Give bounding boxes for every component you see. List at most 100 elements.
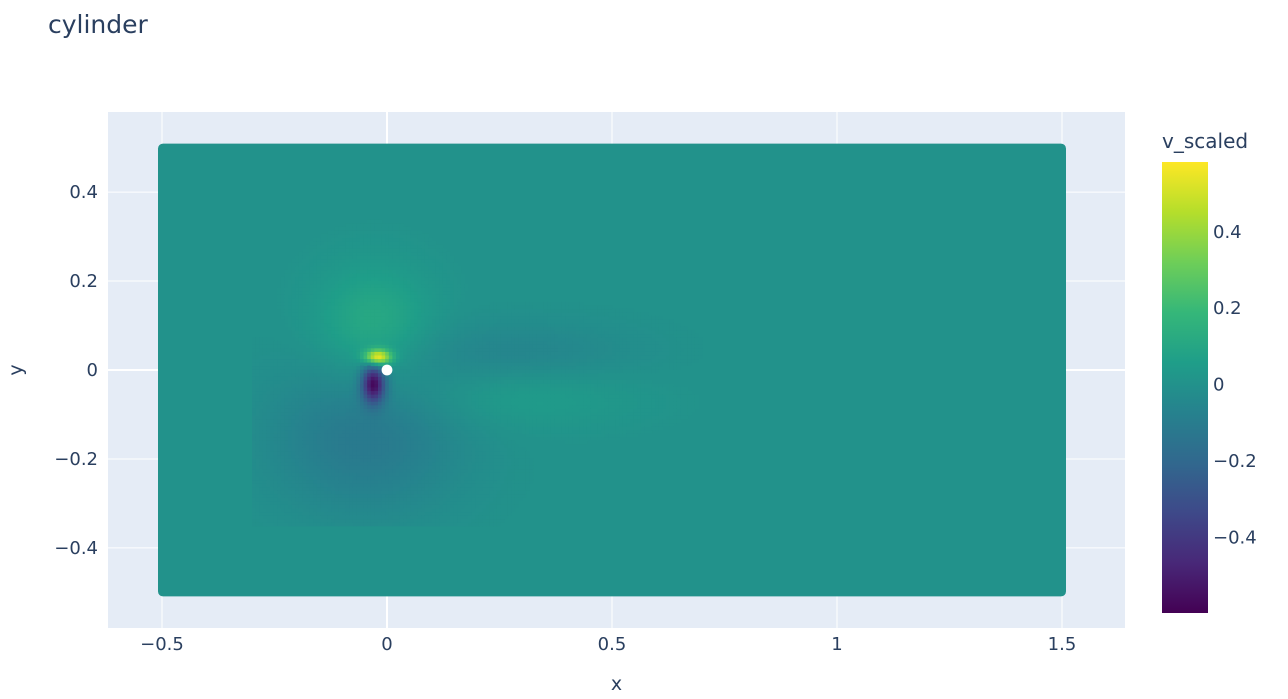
field-cell bbox=[334, 312, 339, 317]
field-cell bbox=[367, 255, 372, 260]
field-cell bbox=[388, 283, 393, 288]
field-cell bbox=[259, 486, 264, 491]
field-cell bbox=[424, 440, 429, 445]
field-cell bbox=[288, 472, 293, 477]
field-cell bbox=[414, 422, 419, 427]
field-cell bbox=[410, 440, 415, 445]
field-cell bbox=[259, 465, 264, 470]
field-cell bbox=[352, 287, 357, 292]
field-cell bbox=[475, 490, 480, 495]
field-cell bbox=[403, 386, 408, 392]
field-cell bbox=[367, 315, 372, 320]
field-cell bbox=[356, 397, 361, 402]
field-cell bbox=[428, 248, 433, 253]
field-cell bbox=[284, 401, 289, 406]
field-cell bbox=[417, 290, 422, 295]
field-cell bbox=[356, 475, 361, 481]
field-cell bbox=[392, 262, 397, 267]
field-cell bbox=[252, 454, 257, 459]
field-cell bbox=[284, 276, 289, 281]
field-cell bbox=[417, 326, 422, 331]
field-cell bbox=[406, 482, 411, 488]
field-cell bbox=[331, 319, 336, 324]
field-cell bbox=[324, 376, 329, 381]
field-cell bbox=[331, 422, 336, 427]
field-cell bbox=[478, 319, 483, 324]
field-cell bbox=[396, 223, 401, 228]
field-cell bbox=[446, 386, 451, 392]
field-cell bbox=[338, 361, 343, 367]
field-cell bbox=[388, 322, 393, 328]
field-cell bbox=[385, 237, 390, 242]
field-cell bbox=[421, 433, 426, 438]
field-cell bbox=[396, 337, 401, 342]
field-cell bbox=[414, 515, 419, 520]
field-cell bbox=[295, 404, 300, 409]
field-cell bbox=[327, 340, 332, 345]
field-cell bbox=[370, 440, 375, 445]
field-cell bbox=[392, 472, 397, 477]
field-cell bbox=[334, 408, 339, 413]
field-cell bbox=[370, 468, 375, 473]
field-cell bbox=[370, 351, 375, 356]
field-cell bbox=[428, 443, 433, 448]
field-cell bbox=[396, 351, 401, 356]
field-cell bbox=[327, 344, 332, 349]
field-cell bbox=[313, 490, 318, 495]
field-cell bbox=[295, 390, 300, 395]
field-cell bbox=[385, 436, 390, 441]
field-cell bbox=[320, 394, 325, 399]
field-cell bbox=[439, 454, 444, 459]
field-cell bbox=[493, 486, 498, 491]
field-cell bbox=[363, 475, 368, 481]
field-cell bbox=[334, 411, 339, 416]
field-cell bbox=[255, 422, 260, 427]
field-cell bbox=[388, 280, 393, 285]
field-cell bbox=[345, 347, 350, 352]
field-cell bbox=[360, 454, 365, 459]
field-cell bbox=[381, 443, 386, 448]
field-cell bbox=[468, 429, 473, 434]
field-cell bbox=[295, 461, 300, 466]
field-cell bbox=[432, 454, 437, 459]
field-cell bbox=[489, 351, 494, 356]
field-cell bbox=[457, 354, 462, 360]
field-cell bbox=[295, 490, 300, 495]
field-cell bbox=[464, 315, 469, 320]
field-cell bbox=[316, 390, 321, 395]
field-cell bbox=[270, 450, 275, 456]
field-cell bbox=[435, 361, 440, 367]
field-cell bbox=[478, 322, 483, 328]
field-cell bbox=[363, 354, 368, 360]
field-cell bbox=[277, 294, 282, 299]
field-cell bbox=[468, 369, 473, 374]
field-cell bbox=[453, 468, 458, 473]
field-cell bbox=[291, 404, 296, 409]
field-cell bbox=[270, 415, 275, 420]
field-cell bbox=[316, 511, 321, 516]
field-cell bbox=[417, 344, 422, 349]
field-cell bbox=[266, 408, 271, 413]
field-cell bbox=[374, 315, 379, 320]
field-cell bbox=[392, 287, 397, 292]
field-cell bbox=[313, 500, 318, 505]
field-cell bbox=[342, 354, 347, 360]
field-cell bbox=[259, 429, 264, 434]
field-cell bbox=[482, 369, 487, 374]
field-cell bbox=[453, 290, 458, 295]
field-cell bbox=[388, 443, 393, 448]
field-cell bbox=[453, 354, 458, 360]
field-cell bbox=[374, 429, 379, 434]
field-cell bbox=[327, 333, 332, 338]
field-cell bbox=[342, 454, 347, 459]
field-cell bbox=[284, 461, 289, 466]
field-cell bbox=[334, 347, 339, 352]
field-cell bbox=[406, 404, 411, 409]
field-cell bbox=[345, 522, 350, 527]
field-cell bbox=[334, 329, 339, 335]
field-cell bbox=[396, 401, 401, 406]
field-cell bbox=[345, 429, 350, 434]
field-cell bbox=[435, 468, 440, 473]
field-cell bbox=[486, 347, 491, 352]
field-cell bbox=[352, 237, 357, 242]
